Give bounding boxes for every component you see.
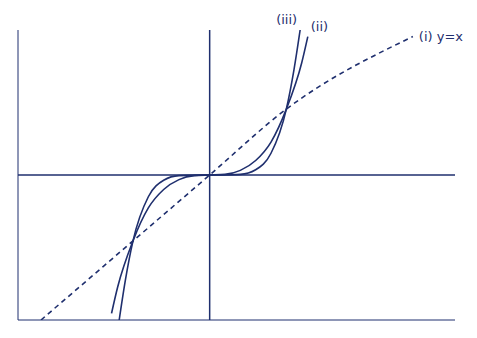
svg-text:(iii): (iii) (276, 12, 297, 27)
svg-text:(ii): (ii) (311, 19, 328, 34)
svg-text:(i) y=x: (i) y=x (419, 29, 463, 44)
